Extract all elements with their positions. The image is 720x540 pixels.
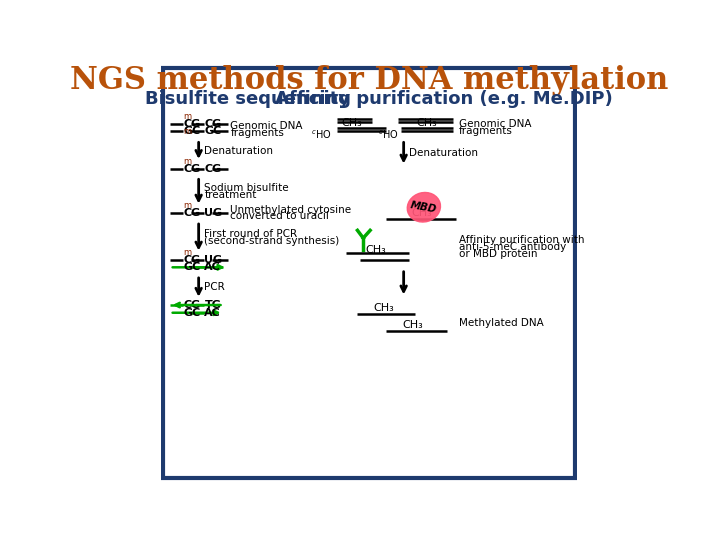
Text: CG: CG [183, 300, 200, 310]
Text: Unmethylated cytosine: Unmethylated cytosine [230, 205, 351, 214]
FancyBboxPatch shape [163, 68, 575, 477]
Text: UG: UG [204, 208, 222, 218]
Text: CG: CG [204, 164, 222, 174]
Text: CG: CG [183, 255, 200, 265]
Text: PCR: PCR [204, 281, 225, 292]
Text: TG: TG [204, 300, 221, 310]
Text: anti-5-meC antibody: anti-5-meC antibody [459, 242, 566, 252]
Text: Genomic DNA: Genomic DNA [230, 122, 303, 131]
Text: $^c$HO: $^c$HO [312, 129, 332, 141]
Text: AC: AC [204, 308, 221, 318]
Text: $^c$HO: $^c$HO [379, 129, 399, 141]
Text: Affinity purification with: Affinity purification with [459, 235, 584, 245]
Text: CH₃: CH₃ [366, 245, 387, 254]
Text: fragments: fragments [459, 126, 513, 136]
Text: m: m [183, 112, 192, 121]
Text: Methylated DNA: Methylated DNA [459, 318, 544, 328]
Text: CG: CG [183, 208, 200, 218]
Text: converted to uracil: converted to uracil [230, 212, 329, 221]
Text: GC: GC [183, 308, 200, 318]
Text: fragments: fragments [230, 129, 284, 138]
Text: UG: UG [204, 255, 222, 265]
Text: CG: CG [183, 164, 200, 174]
Text: CG: CG [204, 119, 222, 129]
Text: m: m [183, 247, 192, 256]
Text: m: m [183, 158, 192, 166]
Text: CH₃: CH₃ [412, 208, 433, 218]
Text: or MBD protein: or MBD protein [459, 249, 537, 259]
Text: CH₃: CH₃ [341, 118, 362, 129]
Text: NGS methods for DNA methylation: NGS methods for DNA methylation [70, 65, 668, 96]
Text: First round of PCR: First round of PCR [204, 229, 297, 239]
Text: Denaturation: Denaturation [204, 146, 274, 156]
Text: GC: GC [183, 262, 200, 272]
Text: Bisulfite sequencing: Bisulfite sequencing [145, 91, 351, 109]
Text: Sodium bisulfite: Sodium bisulfite [204, 183, 289, 193]
Ellipse shape [408, 192, 441, 222]
Text: Affinity purification (e.g. Me.DIP): Affinity purification (e.g. Me.DIP) [275, 91, 613, 109]
Text: GC: GC [204, 126, 222, 136]
Text: CH₃: CH₃ [402, 320, 423, 330]
Text: Genomic DNA: Genomic DNA [459, 119, 531, 129]
Text: m: m [183, 127, 192, 136]
Text: CH₃: CH₃ [373, 303, 394, 313]
Text: CG: CG [183, 119, 200, 129]
Text: treatment: treatment [204, 190, 257, 200]
Text: MBD: MBD [410, 200, 438, 214]
Text: AC: AC [204, 262, 221, 272]
Text: GC: GC [183, 126, 200, 136]
Text: Denaturation: Denaturation [410, 147, 478, 158]
Text: (second-strand synthesis): (second-strand synthesis) [204, 236, 340, 246]
Text: CH₃: CH₃ [416, 118, 437, 129]
Text: m: m [183, 201, 192, 210]
